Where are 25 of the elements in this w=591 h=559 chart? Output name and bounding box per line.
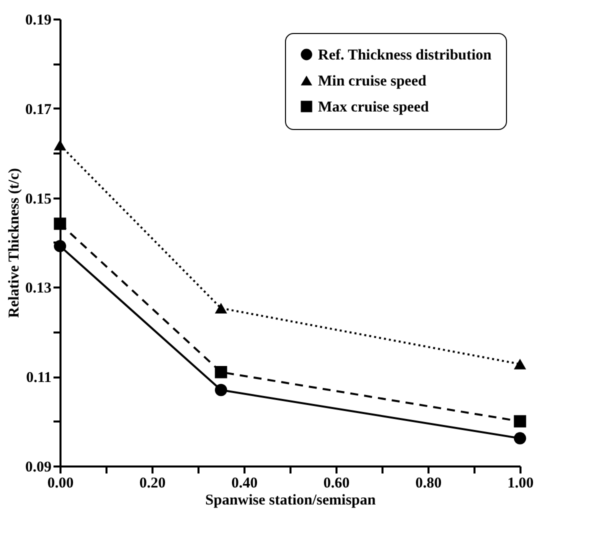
y-axis-title: Relative Thickness (t/c): [6, 168, 22, 318]
point: [514, 432, 526, 444]
point: [514, 415, 526, 428]
y-tick-label: 0.09: [25, 460, 52, 476]
x-tick-label: 0.40: [231, 476, 258, 492]
y-tick-label: 0.19: [25, 12, 52, 28]
y-tick-label: 0.17: [25, 102, 52, 118]
point: [214, 302, 228, 314]
point: [54, 218, 66, 230]
x-tick-label: 1.00: [507, 476, 534, 492]
y-tick-label: 0.13: [25, 280, 52, 297]
y-tick-label: 0.15: [25, 191, 52, 208]
x-tick-label: 0.80: [415, 476, 442, 492]
x-axis-title: Spanwise station/semispan: [205, 492, 376, 508]
legend-label: Min cruise speed: [318, 74, 427, 90]
y-tick-label: 0.11: [26, 370, 52, 386]
point: [214, 384, 228, 396]
point: [514, 358, 526, 370]
x-tick-label: 0.60: [323, 476, 350, 492]
legend-label: Ref. Thickness distribution: [318, 48, 492, 64]
legend-label: Max cruise speed: [318, 100, 430, 116]
point: [214, 366, 228, 378]
x-tick-label: 0.00: [47, 476, 74, 492]
x-tick-label: 0.20: [139, 476, 166, 492]
point: [54, 140, 66, 150]
